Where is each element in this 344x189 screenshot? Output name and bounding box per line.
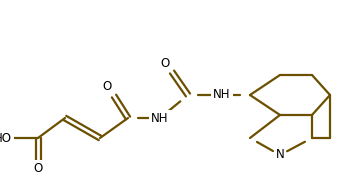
Text: O: O: [33, 162, 43, 175]
Text: HO: HO: [0, 132, 12, 145]
Text: NH: NH: [151, 112, 169, 125]
Text: O: O: [103, 80, 112, 93]
Text: N: N: [276, 149, 284, 161]
Text: O: O: [161, 57, 170, 70]
Text: NH: NH: [213, 88, 231, 101]
